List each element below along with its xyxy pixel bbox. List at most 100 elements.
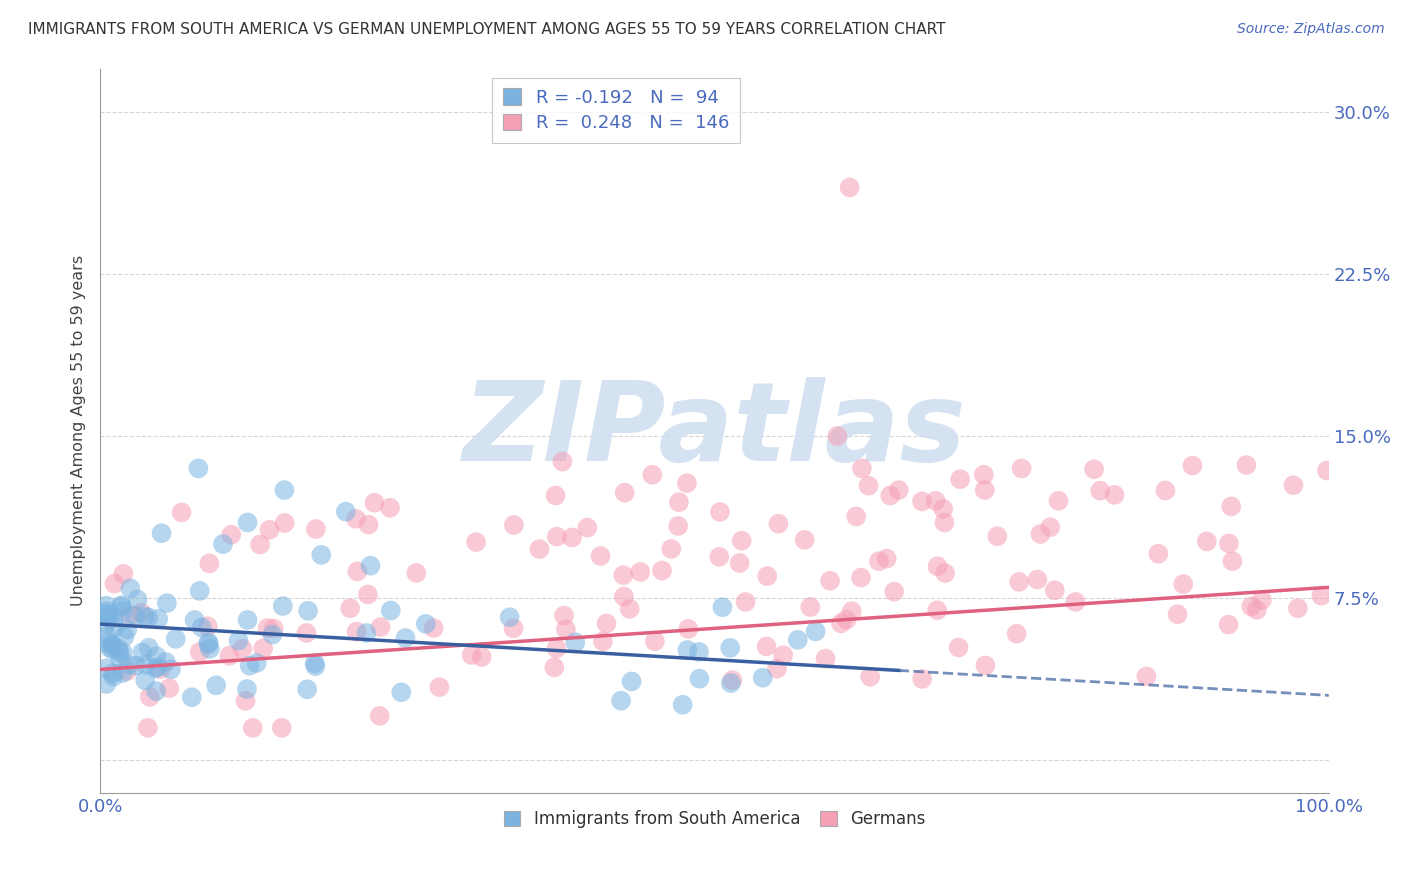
Point: [180, 690, 202, 705]
Point: [838, 180, 860, 194]
Point: [911, 494, 934, 508]
Point: [818, 574, 841, 588]
Point: [96, 629, 118, 643]
Point: [357, 517, 380, 532]
Point: [304, 657, 326, 671]
Point: [96, 607, 118, 621]
Point: [136, 721, 159, 735]
Point: [165, 632, 187, 646]
Point: [924, 493, 946, 508]
Point: [1316, 463, 1339, 477]
Point: [156, 596, 179, 610]
Point: [799, 600, 821, 615]
Point: [793, 533, 815, 547]
Point: [98, 640, 121, 655]
Point: [502, 518, 524, 533]
Point: [112, 630, 135, 644]
Point: [125, 658, 148, 673]
Point: [111, 665, 134, 680]
Point: [115, 664, 138, 678]
Point: [96, 604, 118, 618]
Point: [134, 673, 156, 688]
Point: [422, 621, 444, 635]
Point: [1173, 577, 1195, 591]
Point: [546, 530, 568, 544]
Point: [786, 632, 808, 647]
Point: [835, 613, 858, 627]
Point: [188, 583, 211, 598]
Point: [841, 604, 863, 618]
Point: [101, 666, 124, 681]
Point: [751, 671, 773, 685]
Point: [356, 626, 378, 640]
Point: [827, 429, 849, 443]
Point: [641, 467, 664, 482]
Point: [270, 721, 292, 735]
Point: [720, 676, 742, 690]
Point: [429, 680, 451, 694]
Y-axis label: Unemployment Among Ages 55 to 59 years: Unemployment Among Ages 55 to 59 years: [72, 255, 86, 607]
Point: [108, 646, 131, 660]
Point: [134, 609, 156, 624]
Point: [1310, 589, 1333, 603]
Point: [551, 454, 574, 468]
Point: [124, 608, 146, 623]
Point: [187, 461, 209, 475]
Point: [96, 635, 118, 649]
Point: [305, 522, 328, 536]
Point: [346, 565, 368, 579]
Point: [651, 564, 673, 578]
Point: [949, 472, 972, 486]
Point: [911, 672, 934, 686]
Point: [148, 612, 170, 626]
Point: [120, 608, 142, 623]
Point: [363, 496, 385, 510]
Point: [101, 642, 124, 657]
Point: [1104, 488, 1126, 502]
Point: [170, 505, 193, 519]
Point: [546, 641, 568, 656]
Point: [346, 624, 368, 639]
Point: [239, 658, 262, 673]
Point: [273, 516, 295, 530]
Point: [198, 641, 221, 656]
Point: [859, 670, 882, 684]
Point: [849, 570, 872, 584]
Point: [718, 640, 741, 655]
Point: [927, 603, 949, 617]
Point: [273, 483, 295, 497]
Point: [143, 661, 166, 675]
Point: [110, 599, 132, 613]
Text: Source: ZipAtlas.com: Source: ZipAtlas.com: [1237, 22, 1385, 37]
Point: [252, 641, 274, 656]
Point: [1039, 520, 1062, 534]
Point: [1240, 599, 1263, 614]
Point: [136, 610, 159, 624]
Point: [157, 681, 180, 696]
Point: [1064, 595, 1087, 609]
Point: [146, 660, 169, 674]
Point: [668, 495, 690, 509]
Point: [711, 600, 734, 615]
Point: [96, 616, 118, 631]
Point: [1011, 461, 1033, 475]
Point: [554, 623, 576, 637]
Point: [465, 535, 488, 549]
Point: [198, 557, 221, 571]
Point: [221, 527, 243, 541]
Point: [112, 604, 135, 618]
Point: [553, 608, 575, 623]
Point: [731, 533, 754, 548]
Point: [576, 520, 599, 534]
Point: [1147, 547, 1170, 561]
Point: [561, 531, 583, 545]
Point: [368, 709, 391, 723]
Point: [112, 566, 135, 581]
Point: [262, 627, 284, 641]
Point: [96, 599, 118, 613]
Point: [672, 698, 695, 712]
Point: [1083, 462, 1105, 476]
Point: [357, 588, 380, 602]
Point: [389, 685, 412, 699]
Point: [96, 677, 118, 691]
